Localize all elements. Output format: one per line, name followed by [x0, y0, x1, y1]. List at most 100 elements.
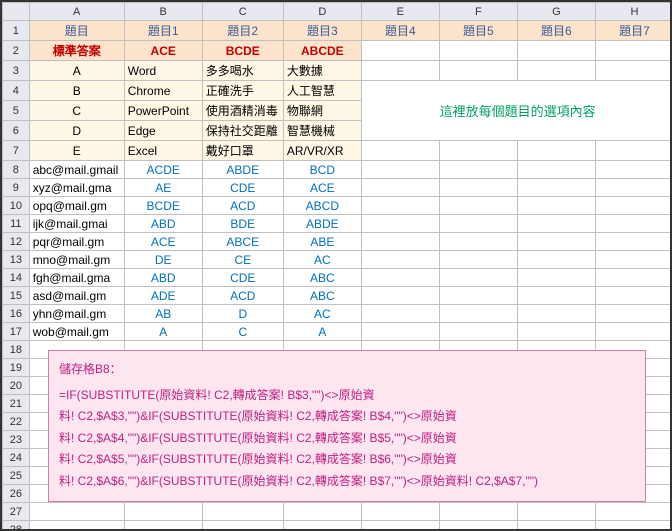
cell[interactable]: AR/VR/XR: [283, 141, 361, 161]
row-header[interactable]: 27: [3, 503, 30, 521]
cell[interactable]: ACE: [124, 233, 202, 251]
cell[interactable]: [439, 269, 517, 287]
col-header-D[interactable]: D: [283, 3, 361, 21]
cell[interactable]: [124, 521, 202, 531]
cell[interactable]: 題目3: [283, 21, 361, 41]
cell[interactable]: 戴好口罩: [202, 141, 283, 161]
row-header[interactable]: 1: [3, 21, 30, 41]
cell[interactable]: [361, 287, 439, 305]
cell[interactable]: [517, 233, 595, 251]
row-header[interactable]: 28: [3, 521, 30, 531]
cell[interactable]: [517, 179, 595, 197]
cell[interactable]: [517, 161, 595, 179]
row-header[interactable]: 15: [3, 287, 30, 305]
cell[interactable]: [517, 305, 595, 323]
cell[interactable]: C: [29, 101, 124, 121]
cell[interactable]: 人工智慧: [283, 81, 361, 101]
cell[interactable]: [517, 251, 595, 269]
cell[interactable]: ABC: [283, 269, 361, 287]
cell[interactable]: [361, 305, 439, 323]
cell[interactable]: [361, 179, 439, 197]
cell[interactable]: [439, 179, 517, 197]
cell[interactable]: ACE: [283, 179, 361, 197]
col-header-H[interactable]: H: [595, 3, 672, 21]
cell[interactable]: [439, 197, 517, 215]
row-header[interactable]: 24: [3, 449, 30, 467]
cell[interactable]: ABD: [124, 215, 202, 233]
cell[interactable]: [439, 287, 517, 305]
cell[interactable]: [595, 141, 672, 161]
cell[interactable]: [283, 503, 361, 521]
cell[interactable]: BCDE: [202, 41, 283, 61]
cell[interactable]: 保持社交距離: [202, 121, 283, 141]
cell[interactable]: 題目5: [439, 21, 517, 41]
cell[interactable]: [595, 215, 672, 233]
cell[interactable]: [439, 503, 517, 521]
cell[interactable]: ABCD: [283, 197, 361, 215]
col-header-A[interactable]: A: [29, 3, 124, 21]
cell[interactable]: [517, 215, 595, 233]
cell[interactable]: AE: [124, 179, 202, 197]
cell[interactable]: Edge: [124, 121, 202, 141]
col-header-G[interactable]: G: [517, 3, 595, 21]
cell[interactable]: [439, 41, 517, 61]
cell[interactable]: CDE: [202, 269, 283, 287]
cell[interactable]: [202, 521, 283, 531]
corner-cell[interactable]: [3, 3, 30, 21]
cell[interactable]: [595, 521, 672, 531]
row-header[interactable]: 8: [3, 161, 30, 179]
cell[interactable]: [517, 287, 595, 305]
cell[interactable]: [439, 521, 517, 531]
cell[interactable]: [517, 323, 595, 341]
col-header-E[interactable]: E: [361, 3, 439, 21]
row-header[interactable]: 23: [3, 431, 30, 449]
cell[interactable]: AC: [283, 251, 361, 269]
row-header[interactable]: 25: [3, 467, 30, 485]
cell[interactable]: wob@mail.gm: [29, 323, 124, 341]
cell[interactable]: 智慧機械: [283, 121, 361, 141]
row-header[interactable]: 2: [3, 41, 30, 61]
row-header[interactable]: 14: [3, 269, 30, 287]
cell[interactable]: pqr@mail.gm: [29, 233, 124, 251]
cell[interactable]: 大數據: [283, 61, 361, 81]
cell[interactable]: [595, 197, 672, 215]
cell[interactable]: [361, 269, 439, 287]
row-header[interactable]: 16: [3, 305, 30, 323]
row-header[interactable]: 7: [3, 141, 30, 161]
cell[interactable]: [517, 269, 595, 287]
cell[interactable]: [361, 61, 439, 81]
cell[interactable]: [361, 323, 439, 341]
row-header[interactable]: 22: [3, 413, 30, 431]
col-header-F[interactable]: F: [439, 3, 517, 21]
cell[interactable]: [595, 179, 672, 197]
cell[interactable]: 題目7: [595, 21, 672, 41]
cell[interactable]: ABE: [283, 233, 361, 251]
cell[interactable]: ADE: [124, 287, 202, 305]
cell[interactable]: 正確洗手: [202, 81, 283, 101]
cell[interactable]: [439, 141, 517, 161]
cell[interactable]: yhn@mail.gm: [29, 305, 124, 323]
cell[interactable]: 標準答案: [29, 41, 124, 61]
cell[interactable]: ACE: [124, 41, 202, 61]
cell[interactable]: AC: [283, 305, 361, 323]
cell[interactable]: ACDE: [124, 161, 202, 179]
cell[interactable]: [361, 521, 439, 531]
cell[interactable]: [595, 269, 672, 287]
cell[interactable]: B: [29, 81, 124, 101]
cell[interactable]: DE: [124, 251, 202, 269]
cell[interactable]: ABDE: [283, 215, 361, 233]
cell[interactable]: 題目2: [202, 21, 283, 41]
cell[interactable]: A: [283, 323, 361, 341]
cell[interactable]: Excel: [124, 141, 202, 161]
cell[interactable]: PowerPoint: [124, 101, 202, 121]
cell[interactable]: ijk@mail.gmai: [29, 215, 124, 233]
cell[interactable]: [29, 521, 124, 531]
row-header[interactable]: 6: [3, 121, 30, 141]
cell[interactable]: CDE: [202, 179, 283, 197]
cell[interactable]: [361, 233, 439, 251]
cell[interactable]: Chrome: [124, 81, 202, 101]
cell[interactable]: [595, 41, 672, 61]
cell[interactable]: 題目: [29, 21, 124, 41]
row-header[interactable]: 11: [3, 215, 30, 233]
cell[interactable]: [517, 141, 595, 161]
